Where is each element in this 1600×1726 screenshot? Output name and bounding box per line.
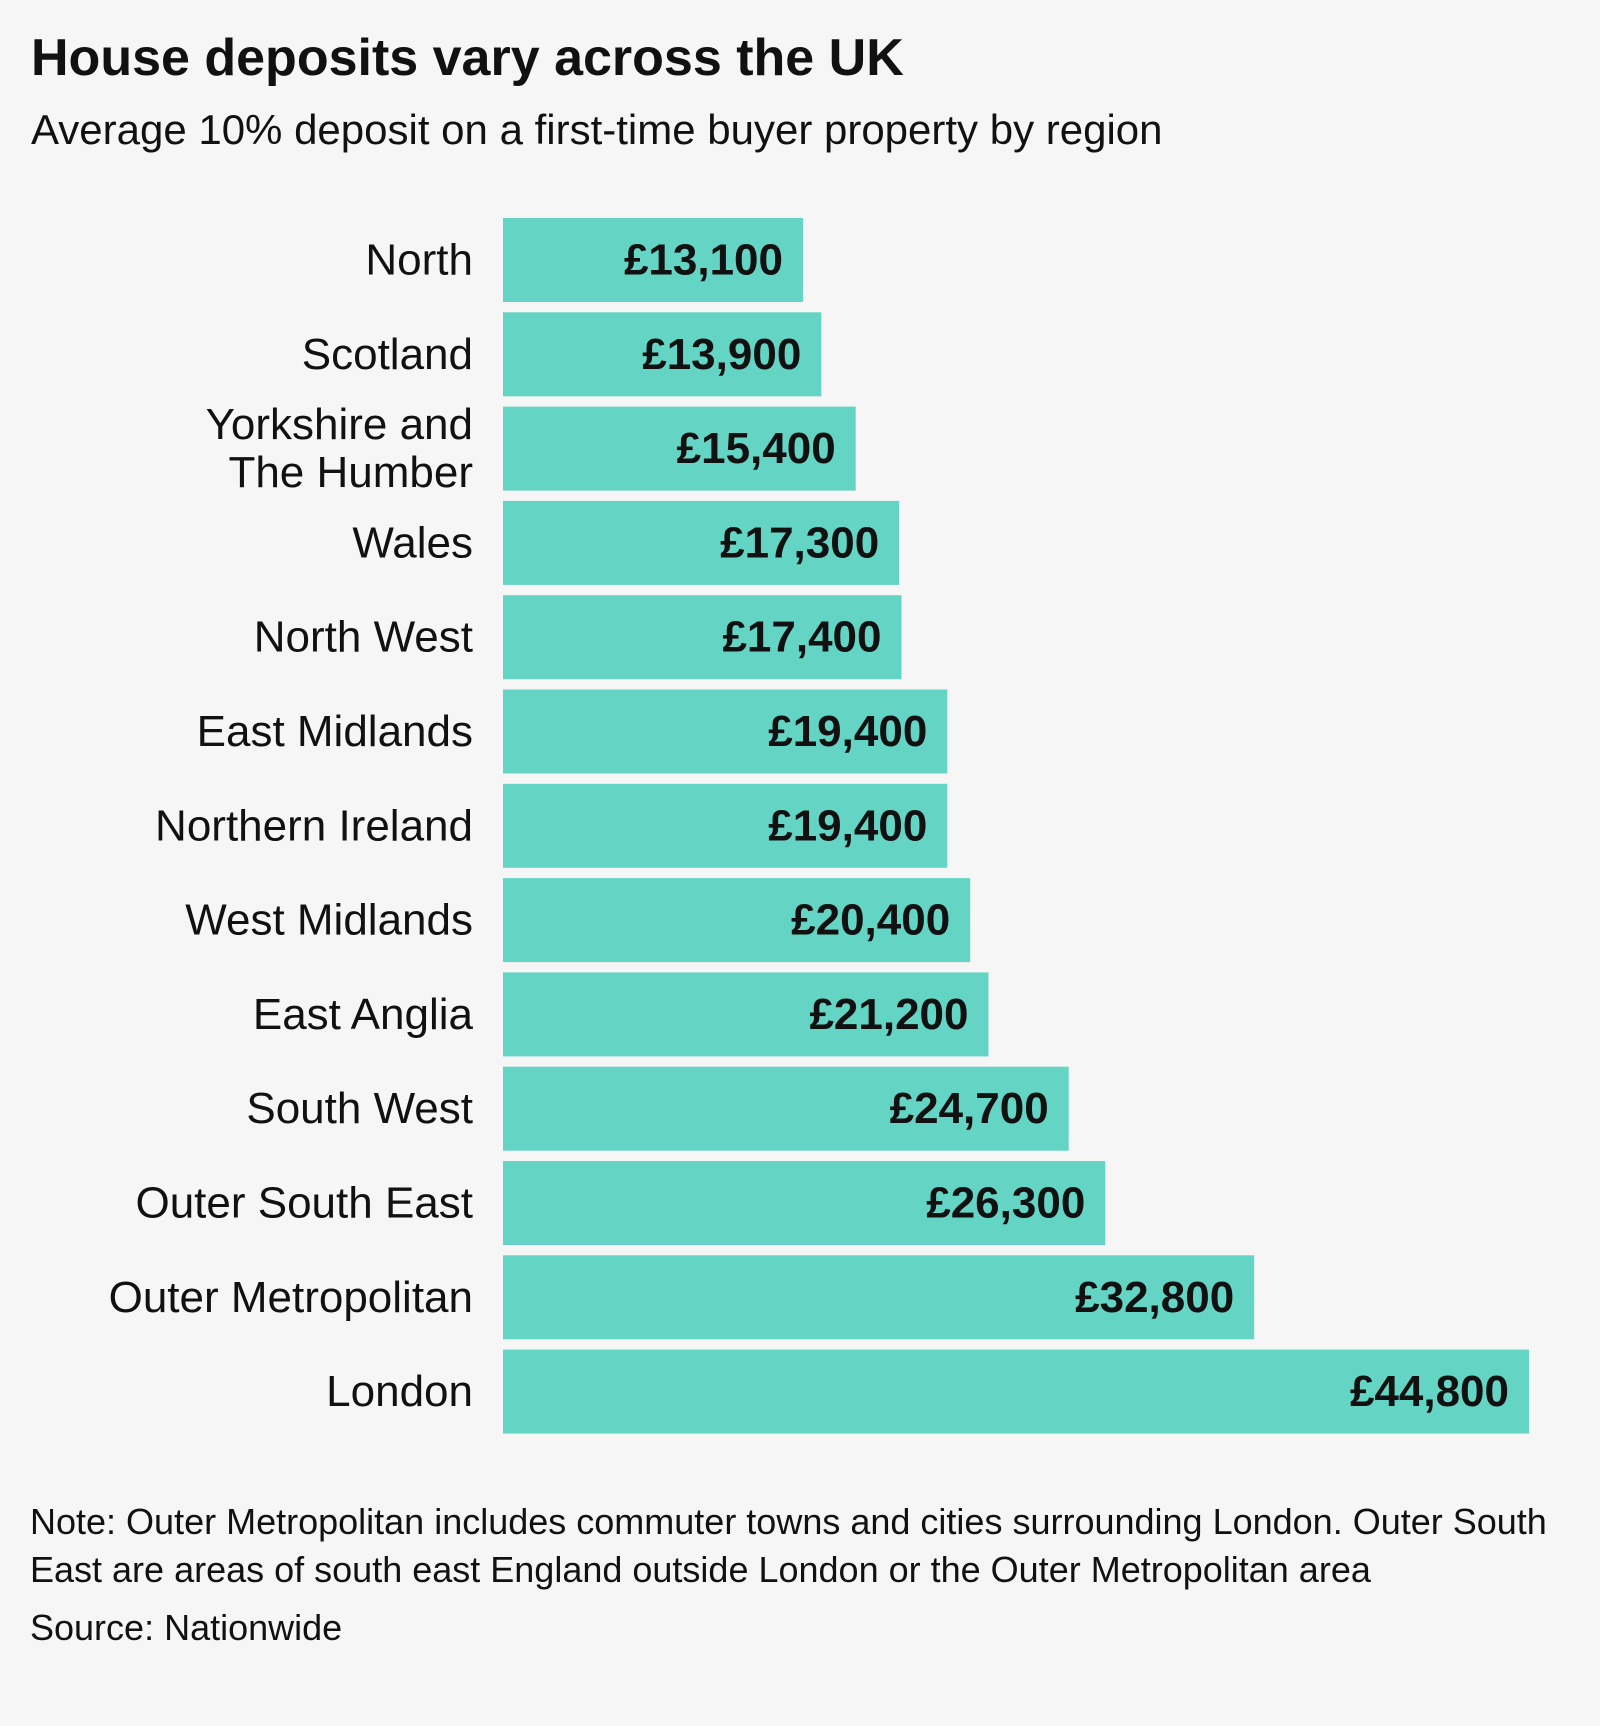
category-label: Yorkshire and The Humber <box>206 400 473 497</box>
chart-footer: Note: Outer Metropolitan includes commut… <box>30 1498 1585 1652</box>
bar <box>503 312 822 397</box>
bar-value-label: £19,400 <box>768 801 927 850</box>
category-label: East Anglia <box>253 990 474 1039</box>
category-label: South West <box>246 1084 473 1133</box>
bar <box>503 783 948 868</box>
chart-title: House deposits vary across the UK <box>31 29 904 87</box>
category-label-line: London <box>326 1367 473 1416</box>
category-label: Outer South East <box>135 1179 473 1228</box>
category-label: North <box>365 236 473 285</box>
category-label-line: Northern Ireland <box>155 801 473 850</box>
category-label: London <box>326 1367 473 1416</box>
bar-value-label: £21,200 <box>809 990 968 1039</box>
category-label-line: South West <box>246 1084 473 1133</box>
bar <box>503 1161 1106 1245</box>
bar <box>503 972 989 1057</box>
bar-value-label: £13,900 <box>642 330 801 379</box>
bar <box>503 595 902 680</box>
category-label: Northern Ireland <box>155 801 473 850</box>
category-label: Wales <box>352 518 473 567</box>
bar-value-label: £20,400 <box>791 896 950 945</box>
bar-value-label: £15,400 <box>677 424 836 473</box>
category-label: North West <box>254 613 473 662</box>
category-label: West Midlands <box>185 896 473 945</box>
bar-value-label: £19,400 <box>768 707 927 756</box>
category-label-line: West Midlands <box>185 896 473 945</box>
category-label-line: Outer South East <box>135 1179 473 1228</box>
bar-value-label: £26,300 <box>926 1179 1085 1228</box>
bar <box>503 218 803 302</box>
bar <box>503 689 948 774</box>
bar <box>503 1255 1255 1340</box>
bar-value-label: £32,800 <box>1075 1273 1234 1322</box>
bar-chart: £13,100 North £13,900 Scotland £15,400 Yorksh… <box>109 218 1529 1434</box>
category-label-line: The Humber <box>228 448 473 497</box>
bar-value-label: £17,300 <box>720 518 879 567</box>
category-label-line: Outer Metropolitan <box>109 1273 473 1322</box>
category-label-line: North West <box>254 613 473 662</box>
bar <box>503 1349 1529 1434</box>
chart-subtitle: Average 10% deposit on a first-time buye… <box>31 106 1163 153</box>
chart-source: Source: Nationwide <box>30 1607 343 1648</box>
bar <box>503 1066 1069 1151</box>
bar-value-label: £13,100 <box>624 236 783 285</box>
bar <box>503 500 900 585</box>
category-label: East Midlands <box>197 707 473 756</box>
category-label: Outer Metropolitan <box>109 1273 473 1322</box>
category-label: Scotland <box>302 330 473 379</box>
bar <box>503 406 856 491</box>
category-label-line: Yorkshire and <box>206 400 473 449</box>
category-label-line: Scotland <box>302 330 473 379</box>
bar-value-label: £17,400 <box>722 613 881 662</box>
bar <box>503 878 971 963</box>
category-label-line: North <box>365 236 473 285</box>
bar-value-label: £24,700 <box>890 1084 1049 1133</box>
bar-value-label: £44,800 <box>1350 1367 1509 1416</box>
category-label-line: East Anglia <box>253 990 474 1039</box>
category-label-line: Wales <box>352 518 473 567</box>
chart-note: Note: Outer Metropolitan includes commut… <box>30 1501 1547 1590</box>
category-label-line: East Midlands <box>197 707 473 756</box>
